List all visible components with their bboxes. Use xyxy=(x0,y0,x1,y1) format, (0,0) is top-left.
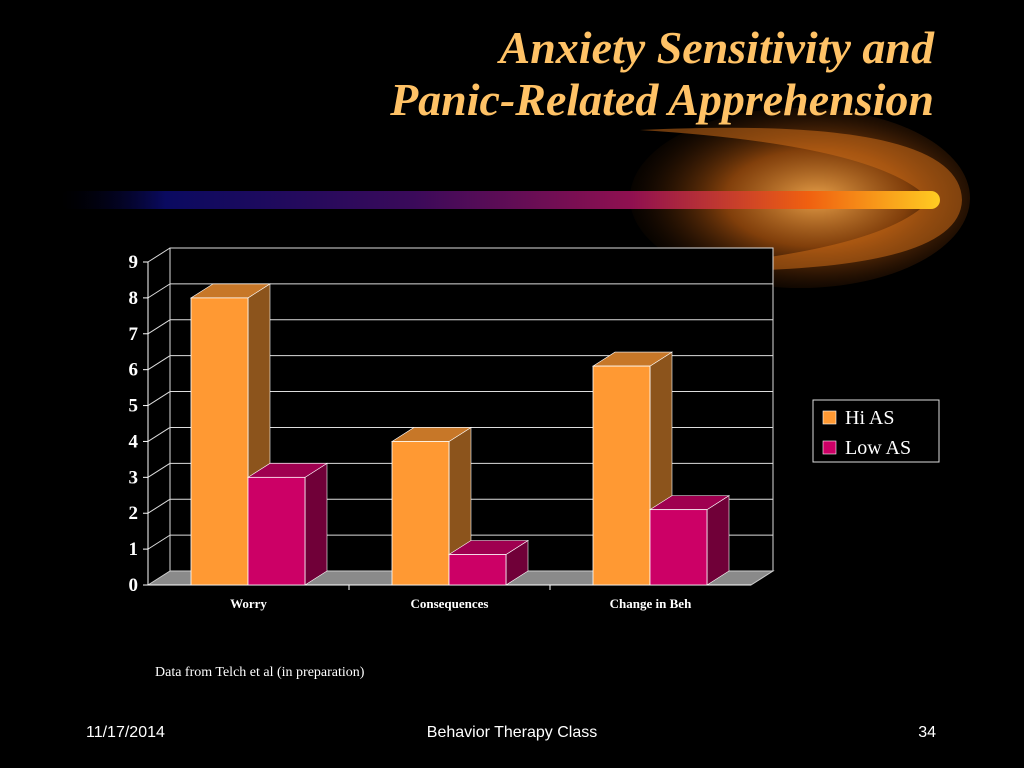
y-tick-label: 7 xyxy=(129,324,139,345)
slide-title-line-1: Anxiety Sensitivity and xyxy=(499,22,934,73)
y-tick-label: 1 xyxy=(129,539,139,560)
legend-swatch xyxy=(822,410,837,425)
gridline-side xyxy=(147,319,171,335)
gridline-side xyxy=(147,534,171,550)
bar-hi-as-worry xyxy=(190,297,249,586)
gridline-side xyxy=(147,427,171,442)
bar-low-as-change-in-beh xyxy=(649,509,708,586)
gridline-side xyxy=(147,498,171,514)
footer-title: Behavior Therapy Class xyxy=(426,724,598,741)
source-note: Data from Telch et al (in preparation) xyxy=(155,665,365,680)
bar-low-as-consequences xyxy=(448,554,507,586)
gridline-side xyxy=(147,283,171,299)
bar-hi-as-change-in-beh xyxy=(592,365,651,586)
gridline-side xyxy=(147,247,171,263)
y-tick-label: 0 xyxy=(129,575,139,596)
y-tick-label: 2 xyxy=(129,503,139,524)
y-tick-label: 5 xyxy=(129,396,139,417)
x-tick-label: Worry xyxy=(230,596,267,611)
y-tick-label: 9 xyxy=(129,252,139,273)
gridline-side xyxy=(147,355,171,371)
x-tick-label: Change in Beh xyxy=(610,596,692,611)
bar-hi-as-consequences xyxy=(391,441,450,586)
x-tick-label: Consequences xyxy=(410,596,488,611)
bar-side xyxy=(304,462,328,586)
footer-page-number: 34 xyxy=(918,724,936,741)
gridline-side xyxy=(147,462,171,478)
bar-side xyxy=(706,495,730,586)
gridline-side xyxy=(147,391,171,406)
slide-title-line-2: Panic-Related Apprehension xyxy=(390,74,934,125)
slide-title: Anxiety Sensitivity and Panic-Related Ap… xyxy=(390,22,934,126)
legend-label: Low AS xyxy=(845,437,911,459)
footer-date: 11/17/2014 xyxy=(86,724,165,741)
y-tick-label: 8 xyxy=(129,288,139,309)
y-tick-label: 4 xyxy=(129,431,139,452)
y-tick-label: 3 xyxy=(129,467,139,488)
legend-swatch xyxy=(822,440,837,455)
y-tick-label: 6 xyxy=(129,360,139,381)
legend-label: Hi AS xyxy=(845,407,894,429)
bar-low-as-worry xyxy=(247,476,306,586)
